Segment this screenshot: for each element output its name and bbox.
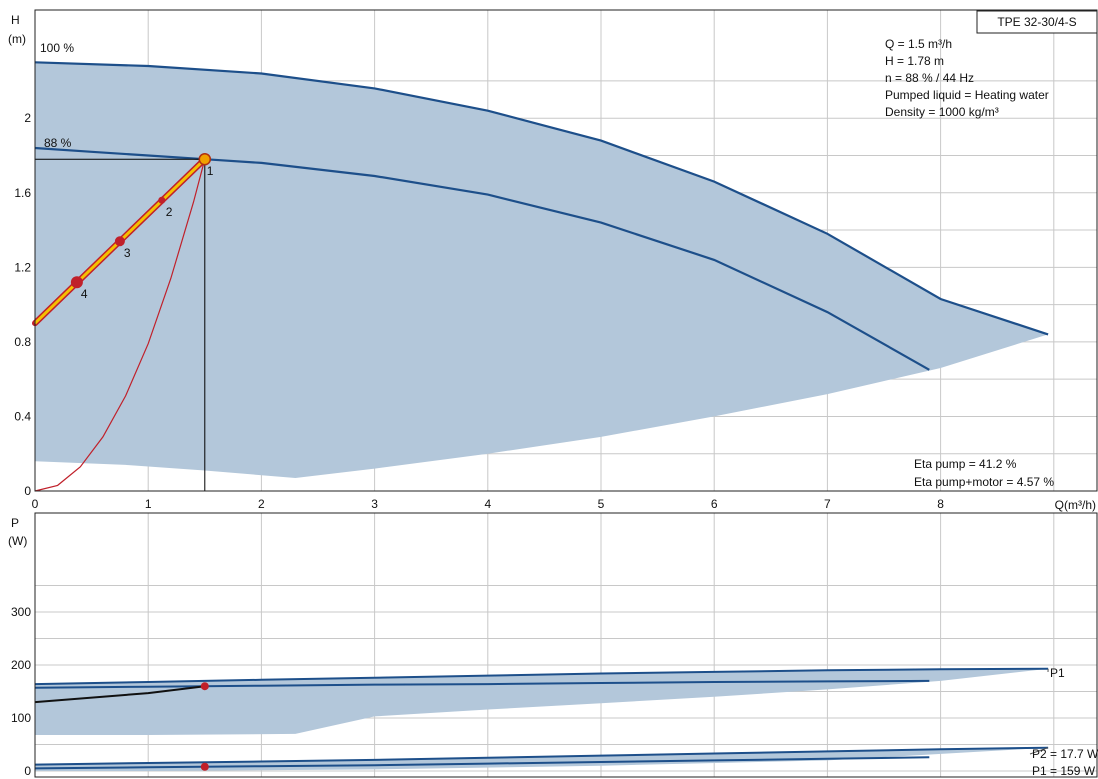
flow-tick-label: 8 <box>937 497 944 511</box>
info-liquid: Pumped liquid = Heating water <box>885 88 1049 102</box>
power-tick-label: 100 <box>11 711 31 725</box>
head-tick-label: 1.2 <box>14 260 31 274</box>
info-speed: n = 88 % / 44 Hz <box>885 71 974 85</box>
flow-tick-label: 0 <box>32 497 39 511</box>
flow-tick-label: 5 <box>598 497 605 511</box>
operating-point-label: 1 <box>207 164 214 178</box>
head-tick-label: 0 <box>24 484 31 498</box>
system-point-3 <box>114 236 125 247</box>
power-plot-frame <box>34 512 1098 778</box>
system-curve <box>34 159 206 492</box>
system-point-label: 3 <box>124 246 131 260</box>
p2-curve-100 <box>34 746 1049 766</box>
system-point-2 <box>158 196 166 204</box>
power-axis-label-line1: P <box>11 516 19 530</box>
eta-pump: Eta pump = 41.2 % <box>914 457 1017 471</box>
p2-value-leader <box>1029 747 1049 755</box>
p1-curve-100 <box>34 667 1049 686</box>
head-curve-88 <box>34 146 930 371</box>
power-tick-label: 0 <box>24 764 31 778</box>
power-tick-label: 200 <box>11 658 31 672</box>
p1-curve-88 <box>34 679 930 689</box>
head-tick-label: 0.8 <box>14 335 31 349</box>
p2-operating-point <box>200 762 209 771</box>
head-tick-label: 0.4 <box>14 409 31 423</box>
eta-pump-motor: Eta pump+motor = 4.57 % <box>914 475 1054 489</box>
p1-operating-area <box>35 668 1049 735</box>
curve-label-88: 88 % <box>44 136 72 150</box>
p1-value-label: P1 = 159 W <box>1032 764 1096 778</box>
info-flow: Q = 1.5 m³/h <box>885 37 952 51</box>
info-head: H = 1.78 m <box>885 54 944 68</box>
flow-tick-label: 7 <box>824 497 831 511</box>
flow-axis-label: Q(m³/h) <box>1055 498 1096 512</box>
power-grid <box>34 513 1097 777</box>
head-tick-label: 1.6 <box>14 186 31 200</box>
p2-value-label: P2 = 17.7 W <box>1032 747 1098 761</box>
head-axis-label-line2: (m) <box>8 32 26 46</box>
p1-curve-label: P1 <box>1050 666 1065 680</box>
head-plot-layer: 2 3 4 1 <box>32 61 1049 492</box>
head-curve-100 <box>34 61 1049 336</box>
p2-curve-88 <box>34 756 930 770</box>
flow-tick-label: 2 <box>258 497 265 511</box>
system-point-4 <box>70 276 83 289</box>
flow-tick-label: 4 <box>484 497 491 511</box>
system-point-label: 2 <box>166 205 173 219</box>
head-tick-label: 2 <box>24 111 31 125</box>
system-point-label: 4 <box>81 287 88 301</box>
pump-title: TPE 32-30/4-S <box>997 15 1076 29</box>
power-axis-label-line2: (W) <box>8 534 27 548</box>
power-tick-label: 300 <box>11 605 31 619</box>
operating-point <box>198 152 212 166</box>
power-system-line <box>34 685 205 704</box>
power-plot-layer <box>34 667 1049 771</box>
flow-tick-label: 1 <box>145 497 152 511</box>
flow-tick-label: 6 <box>711 497 718 511</box>
info-density: Density = 1000 kg/m³ <box>885 105 999 119</box>
head-plot-frame <box>34 9 1098 492</box>
head-axis-label-line1: H <box>11 13 20 27</box>
p1-operating-point <box>200 682 209 691</box>
curve-label-100: 100 % <box>40 41 74 55</box>
flow-tick-label: 3 <box>371 497 378 511</box>
pump-title-box <box>976 10 1098 34</box>
